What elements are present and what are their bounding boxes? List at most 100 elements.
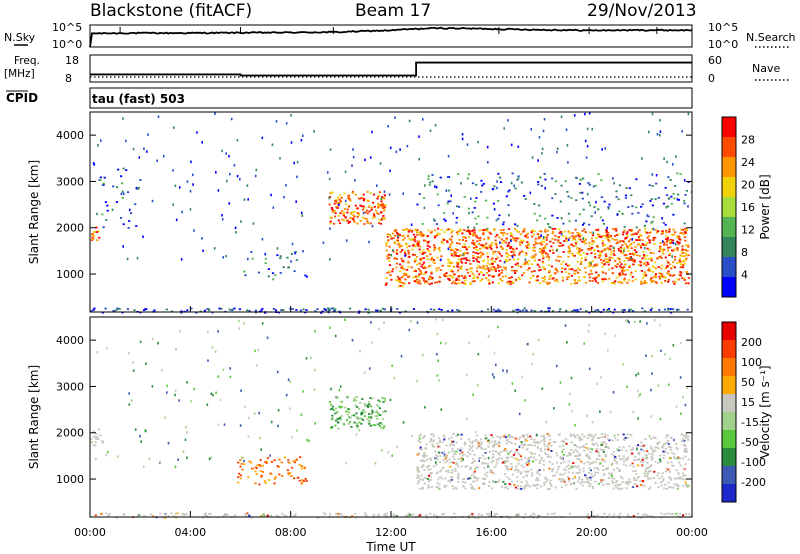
heatmap-cell: [669, 274, 672, 277]
heatmap-cell: [115, 201, 118, 203]
heatmap-cell: [356, 424, 359, 427]
heatmap-cell: [667, 273, 670, 276]
heatmap-cell: [292, 460, 295, 462]
heatmap-cell: [440, 258, 442, 262]
heatmap-cell: [480, 514, 483, 516]
heatmap-cell: [153, 309, 156, 312]
heatmap-cell: [421, 459, 424, 461]
heatmap-cell: [432, 260, 435, 263]
heatmap-cell: [512, 253, 515, 256]
heatmap-cell: [419, 433, 422, 436]
heatmap-cell: [565, 437, 568, 440]
heatmap-cell: [629, 256, 632, 258]
heatmap-cell: [514, 278, 517, 281]
heatmap-cell: [542, 459, 545, 462]
heatmap-cell: [416, 231, 419, 234]
heatmap-cell: [353, 399, 356, 402]
heatmap-cell: [552, 252, 555, 254]
heatmap-cell: [572, 237, 575, 240]
heatmap-cell: [605, 237, 608, 240]
heatmap-cell: [493, 228, 496, 231]
heatmap-cell: [448, 444, 452, 447]
heatmap-cell: [548, 282, 551, 284]
heatmap-cell: [96, 231, 99, 233]
heatmap-cell: [372, 513, 375, 516]
heatmap-cell: [613, 282, 616, 285]
heatmap-cell: [686, 249, 689, 252]
heatmap-cell: [609, 256, 612, 259]
heatmap-cell: [413, 254, 417, 256]
heatmap-cell: [409, 239, 413, 241]
heatmap-cell: [570, 282, 573, 285]
heatmap-cell: [640, 441, 643, 444]
heatmap-cell: [365, 209, 369, 212]
heatmap-cell: [562, 222, 565, 225]
heatmap-cell: [543, 173, 546, 175]
heatmap-cell: [477, 242, 481, 245]
heatmap-cell: [575, 235, 578, 238]
heatmap-cell: [483, 259, 486, 262]
heatmap-cell: [663, 248, 666, 251]
heatmap-cell: [412, 243, 415, 246]
heatmap-cell: [578, 269, 581, 271]
freq-right-tick-bottom: 0: [708, 72, 715, 85]
heatmap-cell: [643, 310, 646, 313]
heatmap-cell: [644, 444, 647, 446]
heatmap-cell: [99, 434, 102, 437]
heatmap-cell: [487, 513, 490, 515]
heatmap-cell: [255, 473, 258, 475]
heatmap-cell: [433, 247, 437, 250]
heatmap-cell: [473, 470, 476, 473]
heatmap-cell: [207, 359, 209, 362]
heatmap-cell: [530, 270, 533, 273]
heatmap-cell: [623, 226, 626, 228]
heatmap-cell: [296, 429, 298, 432]
heatmap-cell: [675, 512, 678, 515]
heatmap-cell: [650, 437, 653, 440]
heatmap-cell: [331, 208, 334, 211]
heatmap-cell: [514, 263, 517, 266]
heatmap-cell: [532, 246, 535, 249]
noise-right-tick-top: 10^5: [708, 21, 738, 34]
heatmap-cell: [429, 441, 432, 443]
heatmap-cell: [603, 433, 607, 436]
heatmap-cell: [239, 465, 242, 468]
heatmap-cell: [480, 179, 483, 182]
heatmap-cell: [462, 478, 465, 480]
heatmap-cell: [469, 440, 472, 443]
heatmap-cell: [645, 274, 648, 277]
heatmap-cell: [630, 228, 633, 231]
heatmap-cell: [367, 308, 370, 311]
heatmap-cell: [586, 145, 589, 148]
heatmap-cell: [670, 461, 673, 464]
heatmap-cell: [458, 206, 461, 208]
heatmap-cell: [484, 473, 487, 475]
noise-search-label: N.Search: [746, 31, 796, 44]
heatmap-cell: [593, 474, 596, 476]
heatmap-cell: [437, 359, 439, 362]
heatmap-cell: [522, 476, 525, 479]
heatmap-cell: [134, 203, 137, 206]
heatmap-cell: [631, 449, 634, 451]
heatmap-cell: [663, 513, 666, 516]
heatmap-cell: [615, 242, 618, 245]
heatmap-cell: [276, 254, 279, 257]
heatmap-cell: [559, 480, 563, 483]
heatmap-cell: [492, 479, 495, 482]
heatmap-cell: [341, 210, 344, 212]
heatmap-cell: [603, 512, 606, 515]
heatmap-cell: [517, 469, 520, 472]
heatmap-cell: [475, 439, 478, 442]
heatmap-cell: [475, 197, 478, 199]
heatmap-cell: [665, 434, 668, 436]
heatmap-cell: [538, 230, 541, 233]
heatmap-cell: [537, 159, 539, 162]
heatmap-cell: [646, 322, 648, 325]
heatmap-cell: [377, 423, 380, 426]
heatmap-cell: [626, 231, 629, 233]
heatmap-cell: [684, 448, 687, 450]
heatmap-cell: [604, 258, 607, 261]
heatmap-cell: [517, 237, 520, 240]
colorbar-swatch: [722, 340, 736, 359]
heatmap-cell: [566, 144, 569, 147]
